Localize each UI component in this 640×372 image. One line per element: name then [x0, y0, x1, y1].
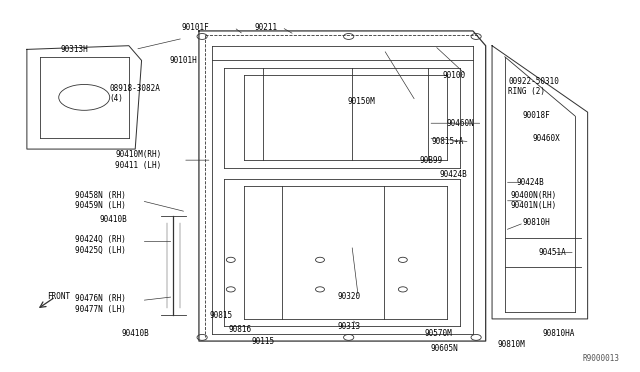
Text: 90424B: 90424B	[440, 170, 468, 179]
Text: 90810M: 90810M	[497, 340, 525, 349]
Text: 90460N: 90460N	[446, 119, 474, 128]
Text: 90B99: 90B99	[420, 155, 443, 165]
Text: 90150M: 90150M	[348, 97, 375, 106]
Text: 90101F: 90101F	[182, 23, 210, 32]
Text: 90313: 90313	[337, 322, 360, 331]
Text: 90410B: 90410B	[99, 215, 127, 224]
Text: 90320: 90320	[337, 292, 360, 301]
Text: 90313H: 90313H	[61, 45, 88, 54]
Text: 90424B: 90424B	[516, 178, 544, 187]
Text: 00922-50310
RING (2): 00922-50310 RING (2)	[508, 77, 559, 96]
Text: 90400N(RH)
90401N(LH): 90400N(RH) 90401N(LH)	[510, 191, 557, 211]
Text: 90460X: 90460X	[532, 134, 560, 142]
Text: 90458N (RH)
90459N (LH): 90458N (RH) 90459N (LH)	[75, 191, 125, 211]
Text: 90018F: 90018F	[523, 111, 550, 121]
Text: 90815: 90815	[210, 311, 233, 320]
Text: 90410M(RH)
90411 (LH): 90410M(RH) 90411 (LH)	[115, 150, 161, 170]
Text: 90410B: 90410B	[122, 329, 149, 338]
Text: 90211: 90211	[254, 23, 277, 32]
Text: 90476N (RH)
90477N (LH): 90476N (RH) 90477N (LH)	[75, 295, 125, 314]
Text: 90101H: 90101H	[169, 56, 197, 65]
Text: 90816: 90816	[228, 326, 252, 334]
Text: FRONT: FRONT	[47, 292, 70, 301]
Text: 90451A: 90451A	[539, 248, 566, 257]
Text: 90605N: 90605N	[430, 344, 458, 353]
Text: 90115: 90115	[251, 337, 274, 346]
Text: 90815+A: 90815+A	[431, 137, 463, 146]
Text: R9000013: R9000013	[582, 354, 620, 363]
Text: 08918-3082A
(4): 08918-3082A (4)	[110, 84, 161, 103]
Text: 90100: 90100	[442, 71, 465, 80]
Text: 90570M: 90570M	[424, 329, 452, 338]
Text: 90810HA: 90810HA	[543, 329, 575, 338]
Text: 90424Q (RH)
90425Q (LH): 90424Q (RH) 90425Q (LH)	[75, 235, 125, 255]
Text: 90810H: 90810H	[523, 218, 550, 227]
